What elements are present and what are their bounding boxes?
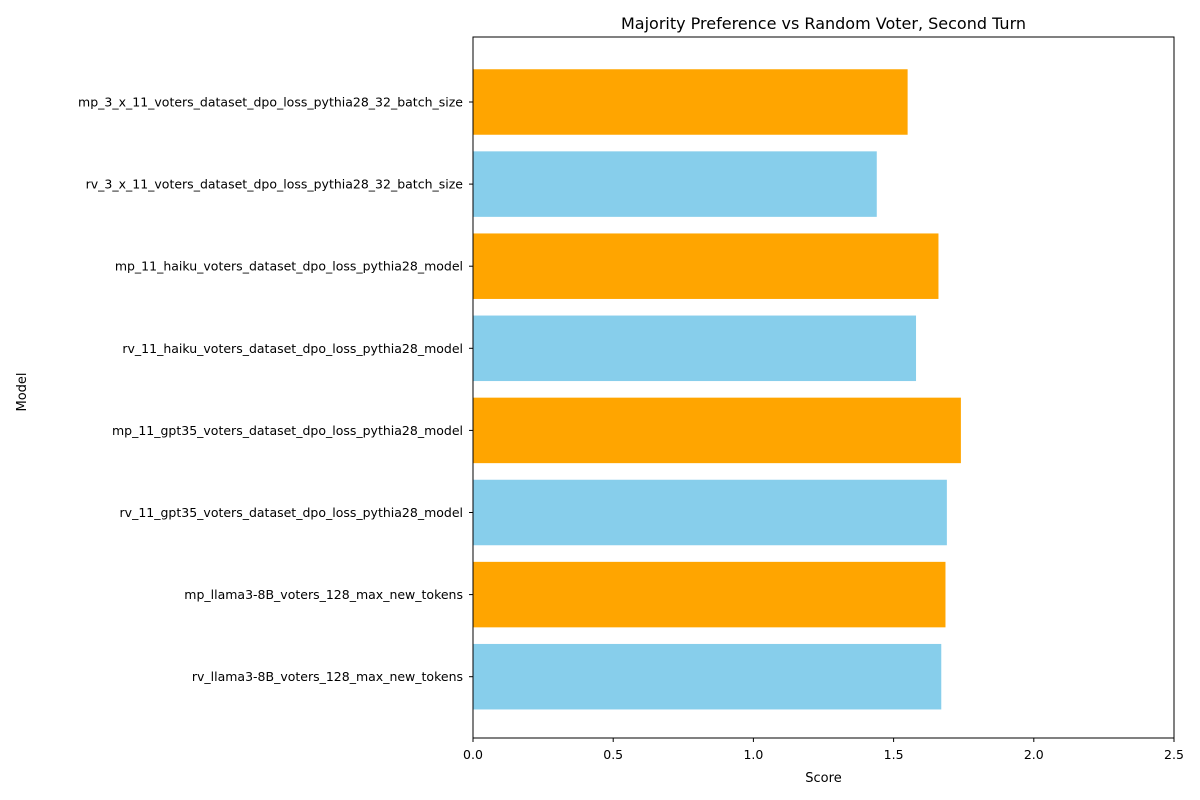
- bar-6: [473, 561, 946, 628]
- y-tick-label-7: rv_llama3-8B_voters_128_max_new_tokens: [192, 669, 463, 684]
- x-tick-label-1: 0.5: [603, 747, 623, 762]
- bar-4: [473, 397, 961, 464]
- chart-title: Majority Preference vs Random Voter, Sec…: [621, 14, 1026, 33]
- x-axis-ticks: 0.0 0.5 1.0 1.5 2.0 2.5: [463, 738, 1184, 762]
- bar-0: [473, 69, 908, 135]
- bars-group: [473, 69, 961, 710]
- y-tick-label-4: mp_11_gpt35_voters_dataset_dpo_loss_pyth…: [112, 423, 463, 438]
- y-tick-label-1: rv_3_x_11_voters_dataset_dpo_loss_pythia…: [86, 177, 464, 192]
- x-tick-label-4: 2.0: [1024, 747, 1044, 762]
- bar-2: [473, 233, 939, 299]
- x-tick-label-2: 1.0: [743, 747, 763, 762]
- x-tick-label-0: 0.0: [463, 747, 483, 762]
- bar-3: [473, 315, 917, 382]
- x-tick-label-3: 1.5: [884, 747, 904, 762]
- bar-5: [473, 479, 947, 546]
- y-axis-ticks: mp_3_x_11_voters_dataset_dpo_loss_pythia…: [78, 95, 473, 684]
- x-tick-label-5: 2.5: [1164, 747, 1184, 762]
- y-tick-label-5: rv_11_gpt35_voters_dataset_dpo_loss_pyth…: [120, 505, 463, 520]
- bar-1: [473, 151, 877, 217]
- y-tick-label-2: mp_11_haiku_voters_dataset_dpo_loss_pyth…: [115, 259, 463, 274]
- y-axis-label: Model: [15, 372, 30, 411]
- bar-7: [473, 643, 942, 710]
- x-axis-label: Score: [805, 771, 841, 786]
- plot-frame: [472, 36, 1175, 739]
- y-tick-label-3: rv_11_haiku_voters_dataset_dpo_loss_pyth…: [122, 341, 463, 356]
- y-tick-label-0: mp_3_x_11_voters_dataset_dpo_loss_pythia…: [78, 95, 463, 110]
- y-tick-label-6: mp_llama3-8B_voters_128_max_new_tokens: [184, 587, 463, 602]
